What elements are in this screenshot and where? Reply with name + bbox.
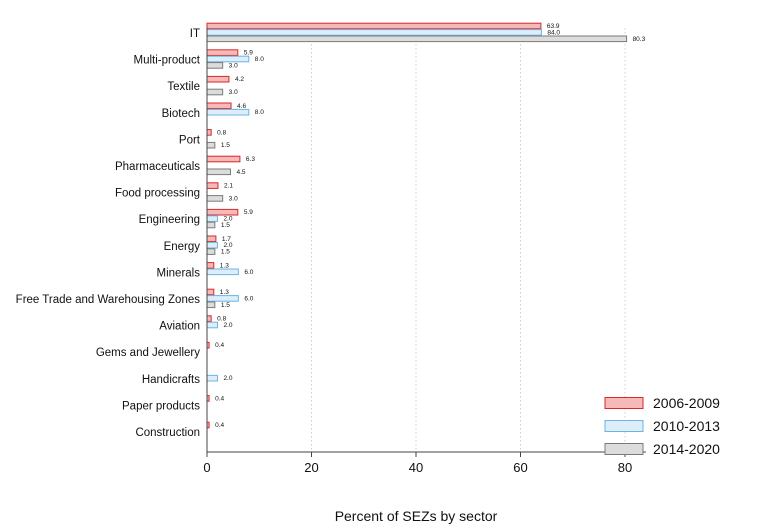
- value-label-textile-2014-2020: 3.0: [229, 89, 238, 96]
- value-label-construction-2006-2009: 0.4: [215, 422, 224, 429]
- value-label-food-processing-2014-2020: 3.0: [229, 195, 238, 202]
- value-label-gems-and-jewellery-2006-2009: 0.4: [215, 342, 224, 349]
- category-label-port: Port: [179, 134, 201, 146]
- bar-free-trade-and-warehousing-zones-2006-2009: [206, 288, 215, 296]
- value-label-biotech-2006-2009: 4.6: [237, 103, 246, 110]
- value-label-pharmaceuticals-2006-2009: 6.3: [246, 156, 255, 163]
- bar-engineering-2010-2013: [206, 215, 218, 222]
- x-axis-title: Percent of SEZs by sector: [335, 508, 498, 524]
- value-label-food-processing-2006-2009: 2.1: [224, 183, 233, 190]
- bar-minerals-2010-2013: [206, 268, 239, 276]
- bar-multi-product-2006-2009: [206, 49, 239, 56]
- bar-textile-2014-2020: [206, 88, 224, 96]
- bar-handicrafts-2010-2013: [206, 374, 218, 382]
- legend-swatch-2010-2013: [604, 420, 644, 432]
- legend-label-2014-2020: 2014-2020: [653, 441, 720, 457]
- value-label-textile-2006-2009: 4.2: [235, 76, 244, 83]
- value-label-engineering-2010-2013: 2.0: [223, 216, 232, 223]
- bar-engineering-2014-2020: [206, 221, 216, 229]
- bar-multi-product-2010-2013: [206, 55, 250, 63]
- x-tick-label-60: 60: [513, 460, 527, 475]
- value-label-multi-product-2014-2020: 3.0: [229, 62, 238, 69]
- value-label-port-2014-2020: 1.5: [221, 142, 230, 149]
- x-axis: 0 20 40 60 80: [203, 28, 646, 475]
- value-label-port-2006-2009: 0.8: [217, 129, 226, 136]
- value-label-paper-products-2006-2009: 0.4: [215, 395, 224, 402]
- bar-energy-2010-2013: [206, 241, 218, 249]
- x-tick-label-80: 80: [618, 460, 632, 475]
- value-label-free-trade-and-warehousing-zones-2014-2020: 1.5: [221, 302, 230, 309]
- bar-engineering-2006-2009: [206, 208, 239, 216]
- value-label-minerals-2010-2013: 6.0: [244, 269, 253, 276]
- bar-food-processing-2014-2020: [206, 195, 224, 202]
- value-label-free-trade-and-warehousing-zones-2010-2013: 6.0: [244, 295, 253, 302]
- bar-port-2006-2009: [206, 129, 212, 136]
- bar-textile-2006-2009: [206, 75, 230, 83]
- bar-pharmaceuticals-2006-2009: [206, 155, 241, 163]
- bar-aviation-2006-2009: [206, 315, 212, 322]
- value-label-engineering-2006-2009: 5.9: [244, 209, 253, 216]
- value-labels: 63.984.080.35.98.03.04.23.04.68.00.81.56…: [215, 23, 646, 429]
- value-label-free-trade-and-warehousing-zones-2006-2009: 1.3: [220, 289, 229, 296]
- gridlines: [311, 28, 626, 452]
- value-label-engineering-2014-2020: 1.5: [221, 222, 230, 229]
- value-label-energy-2014-2020: 1.5: [221, 249, 230, 256]
- bars: [206, 22, 628, 429]
- bar-biotech-2010-2013: [206, 108, 250, 116]
- value-label-multi-product-2010-2013: 8.0: [255, 56, 264, 63]
- bar-it-2006-2009: [206, 22, 542, 30]
- legend-swatch-2014-2020: [604, 443, 644, 455]
- bar-energy-2006-2009: [206, 235, 217, 243]
- category-label-textile: Textile: [167, 81, 200, 93]
- bar-aviation-2010-2013: [206, 321, 218, 329]
- bar-pharmaceuticals-2014-2020: [206, 168, 232, 176]
- bar-it-2010-2013: [206, 29, 542, 36]
- value-label-energy-2006-2009: 1.7: [222, 236, 231, 243]
- legend-label-2010-2013: 2010-2013: [653, 418, 720, 434]
- bar-biotech-2006-2009: [206, 102, 232, 110]
- legend-label-2006-2009: 2006-2009: [653, 395, 720, 411]
- category-label-biotech: Biotech: [162, 108, 200, 120]
- category-label-construction: Construction: [135, 427, 200, 439]
- bar-energy-2014-2020: [206, 248, 216, 255]
- value-label-pharmaceuticals-2014-2020: 4.5: [237, 169, 246, 176]
- value-label-it-2014-2020: 80.3: [633, 36, 646, 43]
- x-tick-label-20: 20: [304, 460, 318, 475]
- value-label-it-2006-2009: 63.9: [547, 23, 560, 30]
- category-label-gems-and-jewellery: Gems and Jewellery: [96, 347, 200, 359]
- category-label-handicrafts: Handicrafts: [142, 374, 200, 386]
- category-label-energy: Energy: [164, 241, 201, 253]
- category-labels: IT Multi-product Textile Biotech Port Pharmac…: [16, 28, 201, 439]
- bar-it-2014-2020: [206, 35, 628, 43]
- bar-port-2014-2020: [206, 141, 216, 149]
- value-label-it-2010-2013: 84.0: [547, 29, 560, 36]
- category-label-it: IT: [190, 28, 200, 40]
- category-label-minerals: Minerals: [157, 267, 201, 279]
- value-label-multi-product-2006-2009: 5.9: [244, 50, 253, 57]
- category-label-multi-product: Multi-product: [134, 55, 201, 67]
- x-tick-label-40: 40: [409, 460, 423, 475]
- category-label-engineering: Engineering: [139, 214, 200, 226]
- category-label-free-trade-and-warehousing-zones: Free Trade and Warehousing Zones: [16, 294, 201, 306]
- category-label-aviation: Aviation: [159, 321, 200, 333]
- value-label-minerals-2006-2009: 1.3: [220, 262, 229, 269]
- bar-food-processing-2006-2009: [206, 182, 219, 189]
- legend: 2006-2009 2010-2013 2014-2020: [604, 395, 720, 457]
- value-label-aviation-2010-2013: 2.0: [223, 322, 232, 329]
- category-label-pharmaceuticals: Pharmaceuticals: [115, 161, 200, 173]
- category-label-paper-products: Paper products: [122, 400, 200, 412]
- bar-minerals-2006-2009: [206, 262, 215, 269]
- bar-free-trade-and-warehousing-zones-2010-2013: [206, 295, 239, 302]
- value-label-handicrafts-2010-2013: 2.0: [223, 375, 232, 382]
- value-label-energy-2010-2013: 2.0: [223, 242, 232, 249]
- x-tick-label-0: 0: [203, 460, 210, 475]
- bar-free-trade-and-warehousing-zones-2014-2020: [206, 301, 216, 309]
- value-label-biotech-2010-2013: 8.0: [255, 109, 264, 116]
- value-label-aviation-2006-2009: 0.8: [217, 316, 226, 323]
- bar-multi-product-2014-2020: [206, 62, 224, 69]
- legend-swatch-2006-2009: [604, 397, 644, 409]
- category-label-food-processing: Food processing: [115, 188, 200, 200]
